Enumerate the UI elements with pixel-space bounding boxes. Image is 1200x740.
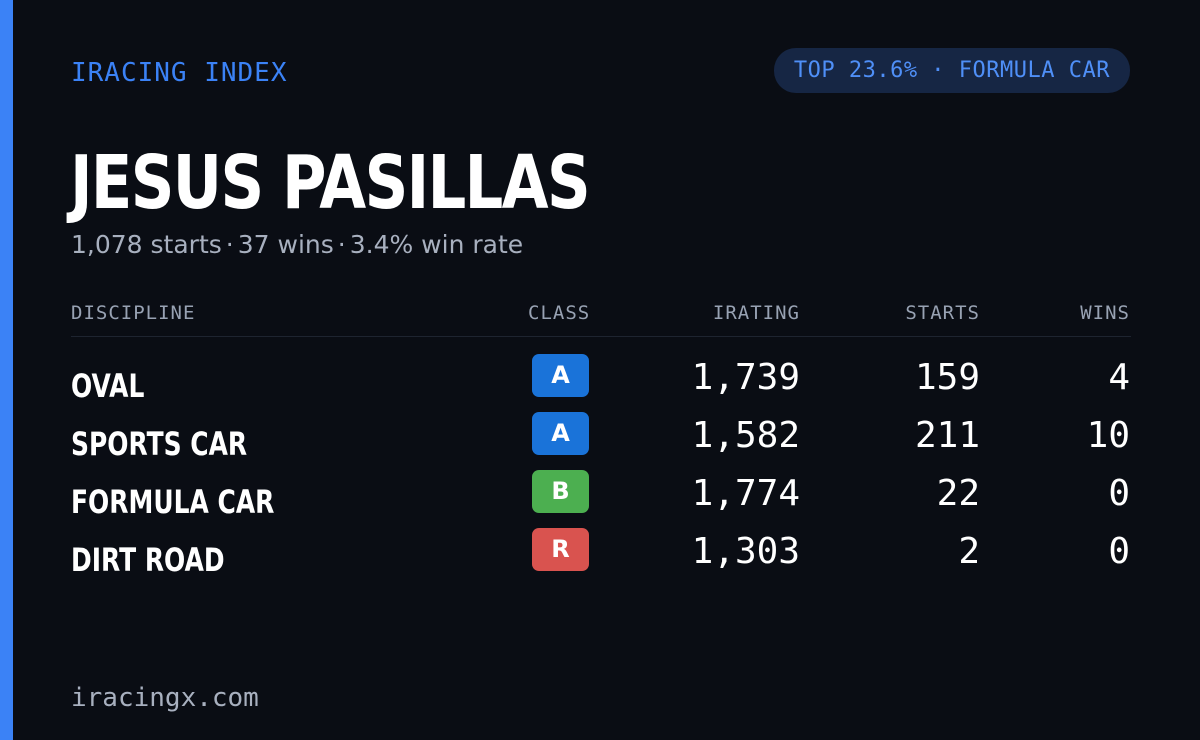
starts-count: 1,078 starts [71, 230, 222, 259]
header-class: CLASS [528, 302, 591, 324]
class-badge: R [532, 528, 589, 571]
irating-value: 1,582 [691, 415, 800, 456]
header-wins: WINS [1080, 302, 1130, 324]
discipline-name: DIRT ROAD [71, 541, 225, 579]
discipline-table: OVAL A 1,739 159 4 SPORTS CAR A 1,582 21… [71, 352, 1131, 584]
irating-value: 1,774 [691, 473, 800, 514]
separator: · [337, 230, 346, 259]
table-row: DIRT ROAD R 1,303 2 0 [71, 526, 1131, 584]
separator: · [225, 230, 234, 259]
table-header: DISCIPLINE CLASS IRATING STARTS WINS [71, 298, 1131, 337]
header-discipline: DISCIPLINE [71, 302, 196, 324]
table-row: FORMULA CAR B 1,774 22 0 [71, 468, 1131, 526]
wins-count: 37 wins [237, 230, 334, 259]
footer-url[interactable]: iracingx.com [71, 683, 259, 713]
irating-value: 1,303 [691, 531, 800, 572]
wins-value: 10 [1086, 415, 1130, 456]
brand-title: IRACING INDEX [71, 58, 288, 88]
discipline-name: SPORTS CAR [71, 425, 248, 463]
driver-name: JESUS PASILLAS [70, 140, 591, 226]
driver-summary: 1,078 starts · 37 wins · 3.4% win rate [71, 228, 523, 262]
discipline-name: OVAL [71, 367, 145, 405]
discipline-name: FORMULA CAR [71, 483, 275, 521]
starts-value: 2 [958, 531, 980, 572]
wins-value: 0 [1108, 473, 1130, 514]
wins-value: 0 [1108, 531, 1130, 572]
class-badge: B [532, 470, 589, 513]
starts-value: 159 [914, 357, 980, 398]
rank-badge: TOP 23.6% · FORMULA CAR [773, 48, 1130, 93]
starts-value: 211 [914, 415, 980, 456]
table-row: OVAL A 1,739 159 4 [71, 352, 1131, 410]
class-badge: A [532, 412, 589, 455]
header-irating: IRATING [712, 302, 800, 324]
header-starts: STARTS [905, 302, 980, 324]
irating-value: 1,739 [691, 357, 800, 398]
accent-bar [0, 0, 13, 740]
table-row: SPORTS CAR A 1,582 211 10 [71, 410, 1131, 468]
wins-value: 4 [1108, 357, 1130, 398]
class-badge: A [532, 354, 589, 397]
starts-value: 22 [936, 473, 980, 514]
win-rate: 3.4% win rate [349, 230, 524, 259]
